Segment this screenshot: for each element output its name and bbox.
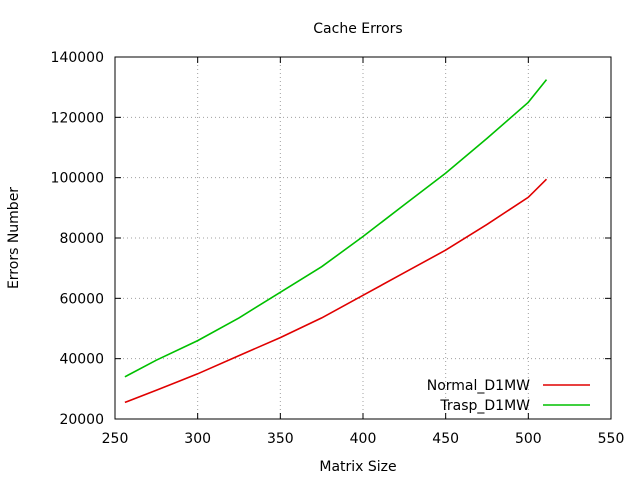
- y-tick-label: 40000: [59, 352, 104, 368]
- axes: 250 300 350 400 450 500 550 20000 40000 60000 8000…: [51, 50, 625, 447]
- x-tick-label: 350: [267, 431, 294, 447]
- x-tick-label: 500: [515, 431, 542, 447]
- grid: [115, 57, 611, 419]
- series-line-normal-d1mw: [124, 178, 548, 404]
- x-tick-label: 400: [350, 431, 377, 447]
- y-tick-label: 120000: [51, 110, 104, 126]
- y-tick-label: 20000: [59, 412, 104, 428]
- y-tick-label: 140000: [51, 50, 104, 66]
- x-tick-label: 300: [184, 431, 211, 447]
- y-tick-label: 60000: [59, 291, 104, 307]
- x-tick-label: 450: [432, 431, 459, 447]
- y-tick-label: 100000: [51, 171, 104, 187]
- x-tick-label: 250: [102, 431, 129, 447]
- legend-label: Trasp_D1MW: [439, 398, 530, 414]
- series-line-trasp-d1mw: [124, 79, 548, 378]
- x-axis-label: Matrix Size: [319, 459, 396, 475]
- legend-label: Normal_D1MW: [427, 378, 530, 394]
- y-axis-label: Errors Number: [6, 187, 22, 289]
- legend: Normal_D1MW Trasp_D1MW: [427, 378, 590, 414]
- y-tick-label: 80000: [59, 231, 104, 247]
- chart-title: Cache Errors: [313, 21, 402, 37]
- x-tick-label: 550: [598, 431, 625, 447]
- series-lines: [124, 79, 548, 404]
